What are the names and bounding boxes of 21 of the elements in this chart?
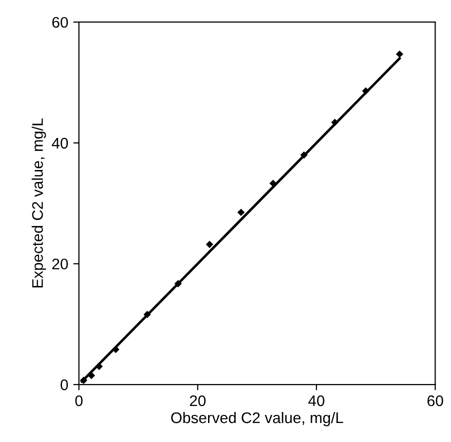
point: [362, 87, 370, 95]
y-tick-label: 40: [52, 138, 68, 149]
point: [269, 180, 277, 188]
point: [174, 280, 182, 288]
point: [88, 372, 96, 380]
point: [331, 118, 339, 126]
y-axis-title: Expected C2 value, mg/L: [32, 118, 46, 288]
x-tick-label: 40: [308, 395, 324, 406]
point: [144, 310, 151, 318]
point: [300, 151, 308, 159]
y-tick-label: 60: [52, 16, 68, 28]
point: [80, 376, 88, 384]
x-axis-title: Observed C2 value, mg/L: [171, 412, 344, 426]
point: [206, 240, 214, 248]
x-tick-label: 0: [75, 395, 83, 406]
x-tick-label: 60: [427, 395, 444, 406]
point: [396, 50, 404, 58]
y-tick-label: 0: [60, 379, 68, 390]
y-tick-label: 20: [52, 258, 68, 270]
point: [237, 208, 245, 216]
x-tick-label: 20: [190, 395, 206, 406]
